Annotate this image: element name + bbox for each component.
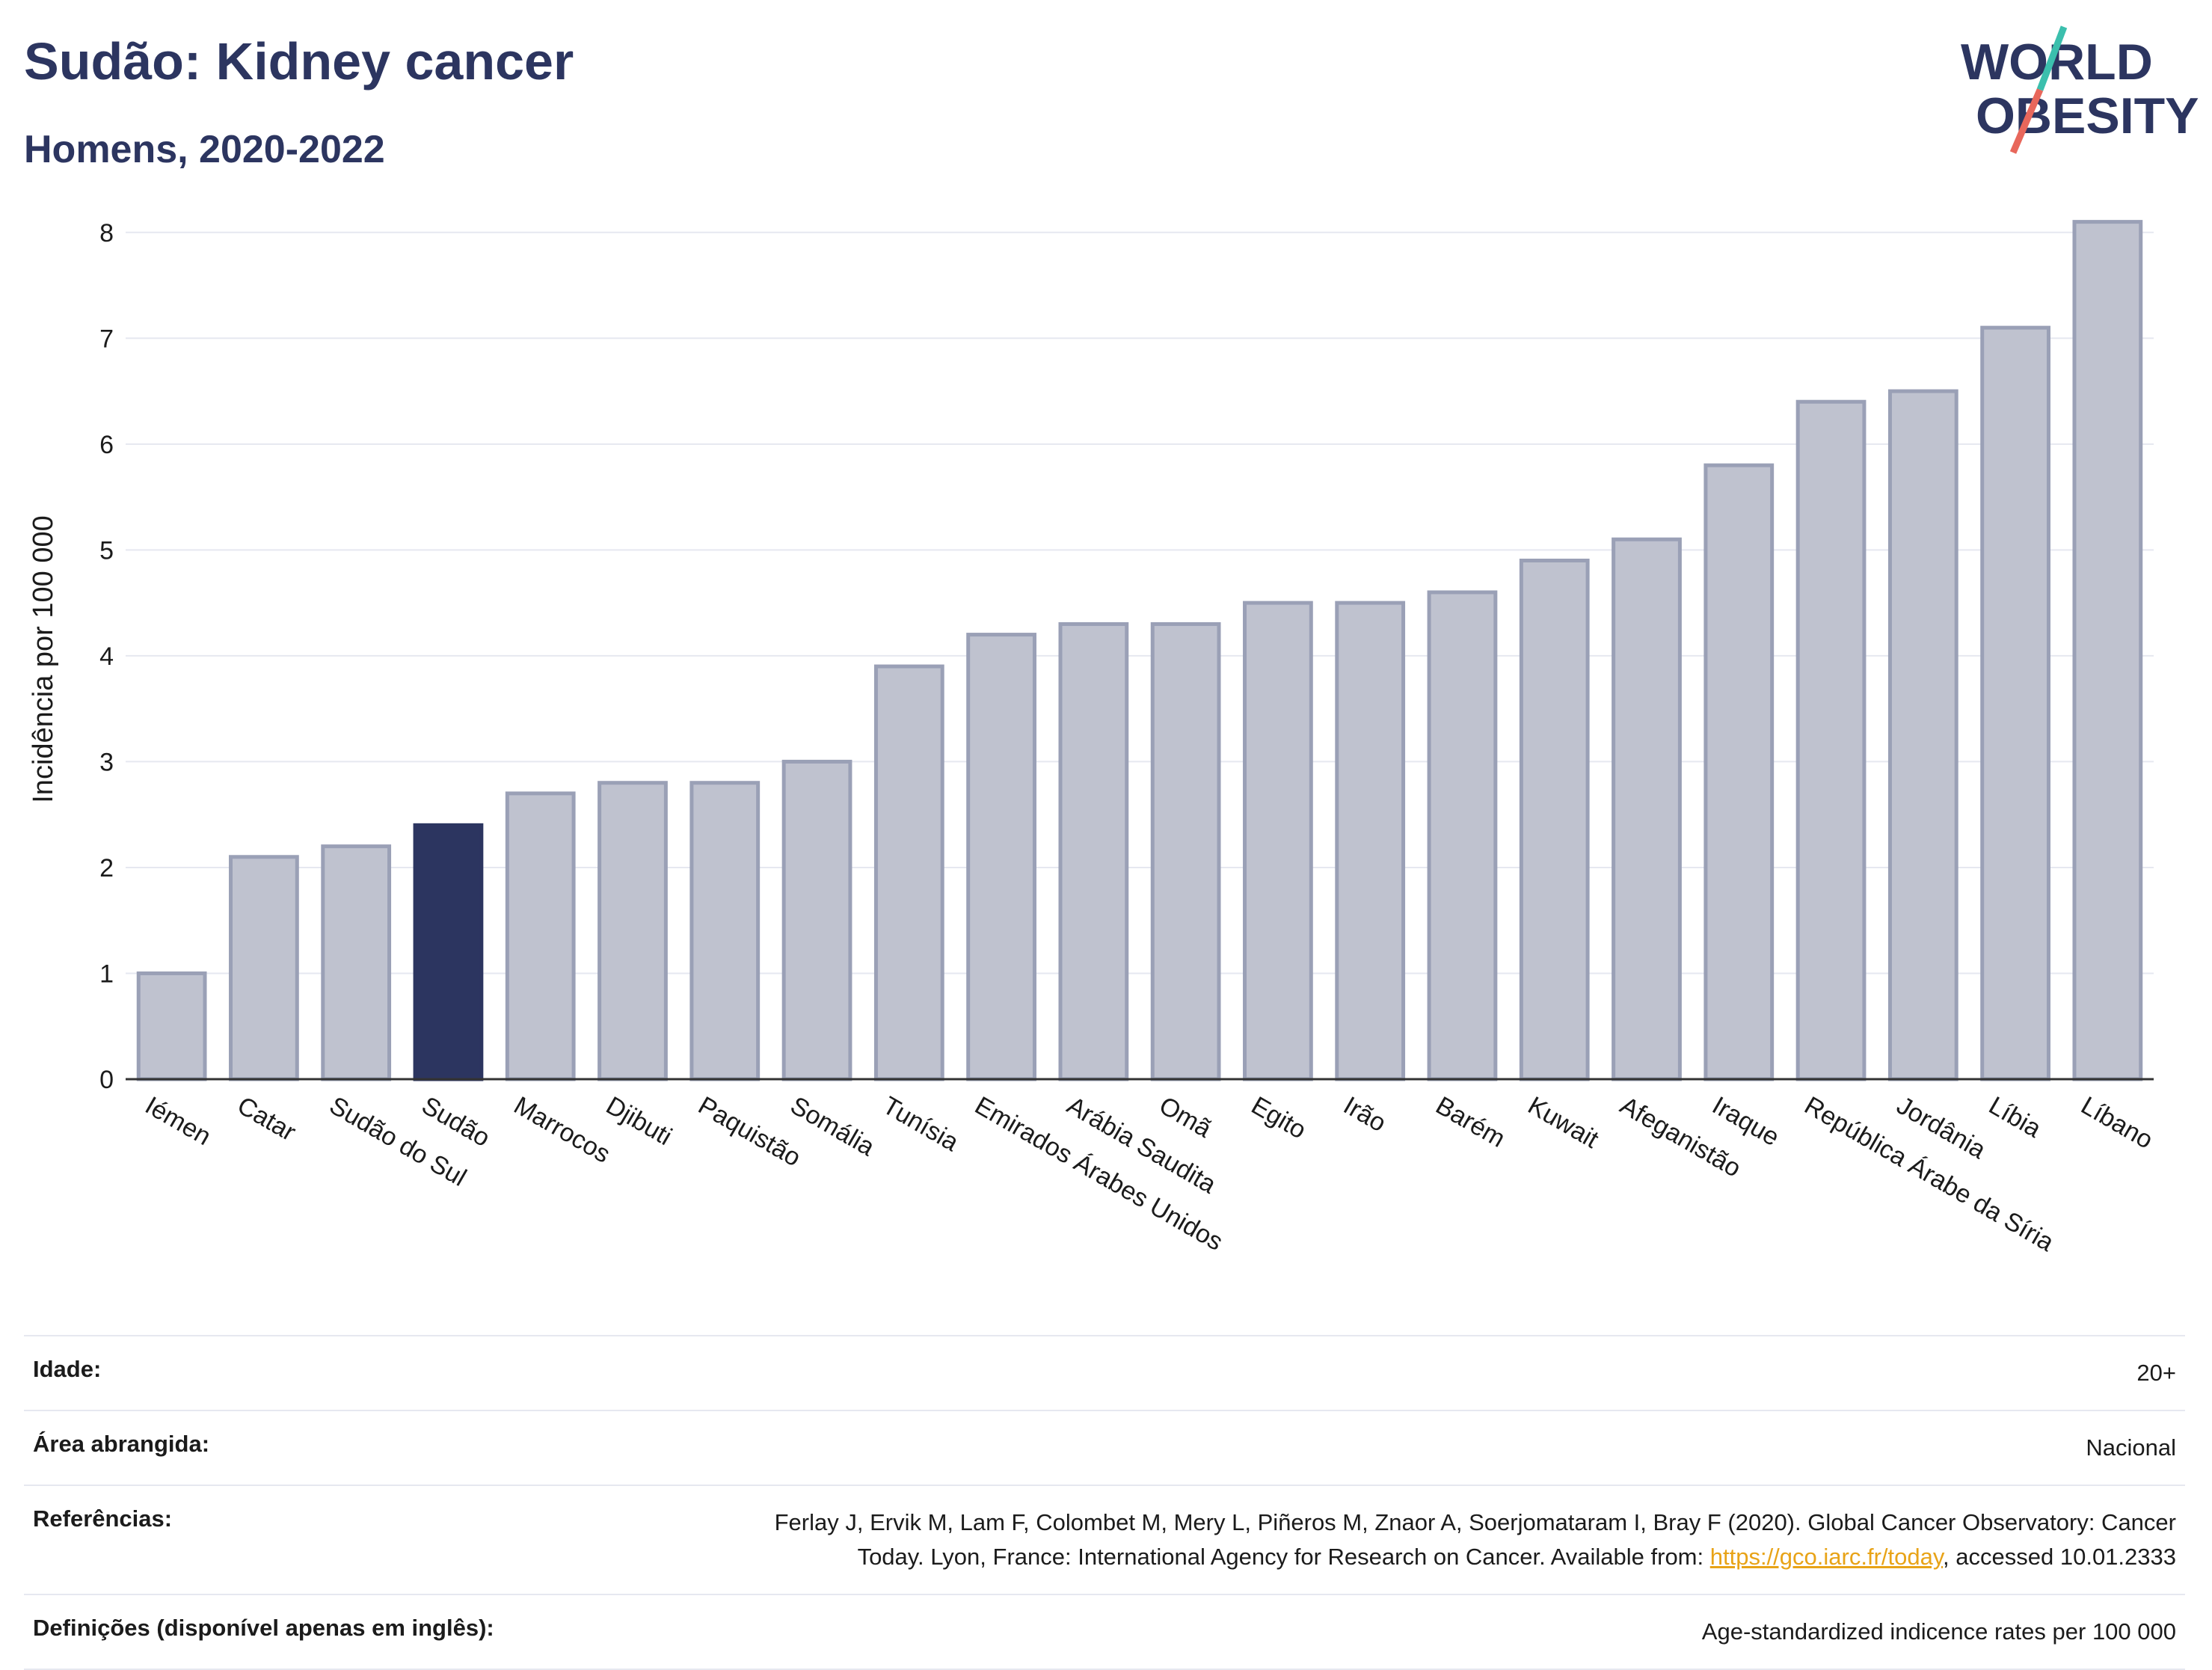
bar-5: [597, 781, 668, 1081]
age-value: 20+: [2136, 1360, 2176, 1386]
bar-21: [2072, 220, 2143, 1081]
bar-17: [1703, 463, 1775, 1081]
logo-slash-red: [2009, 88, 2044, 154]
area-value: Nacional: [2086, 1434, 2176, 1461]
references-text-line1: Ferlay J, Ervik M, Lam F, Colombet M, Me…: [774, 1509, 2176, 1535]
bar-3: [413, 823, 484, 1081]
x-tick-label: Kuwait: [1523, 1091, 1604, 1154]
x-tick-label: Marrocos: [509, 1091, 615, 1169]
x-tick-label: Omã: [1155, 1091, 1217, 1143]
age-label: Idade:: [33, 1356, 102, 1382]
bar-16: [1612, 537, 1682, 1081]
bar-9: [966, 633, 1036, 1081]
x-tick-label: Paquistão: [693, 1091, 805, 1173]
y-tick-label: 7: [99, 325, 114, 353]
y-tick-label: 2: [99, 854, 114, 882]
bar-18: [1795, 399, 1867, 1081]
logo-slash-teal: [2036, 25, 2068, 91]
bar-20: [1980, 325, 2050, 1081]
logo-line2: OBESITY: [1976, 88, 2199, 144]
x-tick-label: Iémen: [141, 1091, 216, 1151]
bar-10: [1058, 621, 1129, 1081]
references-text-line2: Today. Lyon, France: International Agenc…: [857, 1544, 1710, 1570]
references-accessed: , accessed 10.01.2333: [1943, 1544, 2176, 1570]
y-tick-label: 8: [99, 219, 114, 248]
bars: [136, 220, 2143, 1081]
y-tick-label: 6: [99, 431, 114, 459]
y-tick-label: 1: [99, 960, 114, 988]
y-tick-label: 4: [99, 642, 114, 671]
area-label: Área abrangida:: [33, 1431, 210, 1457]
x-tick-label: Tunísia: [878, 1091, 964, 1157]
references-value: Ferlay J, Ervik M, Lam F, Colombet M, Me…: [569, 1485, 2185, 1594]
bar-19: [1887, 389, 1958, 1081]
x-tick-label: Líbia: [1984, 1091, 2046, 1143]
references-link[interactable]: https://gco.iarc.fr/today: [1709, 1544, 1944, 1570]
bar-15: [1519, 559, 1590, 1081]
y-tick-label: 5: [99, 536, 114, 565]
info-row-area: Área abrangida: Nacional: [24, 1410, 2185, 1485]
y-tick-label: 3: [99, 748, 114, 776]
info-row-definitions: Definições (disponível apenas em inglês)…: [24, 1594, 2185, 1669]
info-row-references: Referências: Ferlay J, Ervik M, Lam F, C…: [24, 1485, 2185, 1594]
info-row-age: Idade: 20+: [24, 1336, 2185, 1410]
chart-title: Sudão: Kidney cancer: [24, 32, 574, 90]
bar-8: [873, 664, 944, 1081]
bar-4: [505, 791, 576, 1081]
y-tick-label: 0: [99, 1066, 114, 1094]
world-obesity-logo: WORLD OBESITY: [1961, 25, 2199, 154]
x-tick-label: Egito: [1247, 1091, 1311, 1145]
x-tick-label: Líbano: [2076, 1091, 2157, 1155]
bar-11: [1150, 621, 1221, 1081]
info-table: Idade: 20+ Área abrangida: Nacional Refe…: [24, 1335, 2185, 1670]
definitions-label: Definições (disponível apenas em inglês)…: [33, 1615, 494, 1641]
chart-subtitle: Homens, 2020-2022: [24, 128, 385, 171]
y-axis-ticks: 0 1 2 3 4 5 6 7 8: [99, 219, 114, 1094]
bar-14: [1427, 590, 1498, 1081]
references-label: Referências:: [33, 1505, 173, 1532]
bar-7: [781, 759, 852, 1081]
y-axis-label: Incidência por 100 000: [28, 515, 59, 803]
bar-1: [229, 855, 299, 1081]
definitions-value: Age-standardized indicence rates per 100…: [1701, 1618, 2176, 1645]
bar-0: [136, 971, 207, 1081]
x-tick-label: Barém: [1431, 1091, 1510, 1153]
x-tick-label: Catar: [233, 1091, 301, 1146]
bar-13: [1335, 601, 1406, 1081]
bar-12: [1243, 601, 1313, 1081]
bar-2: [321, 844, 392, 1081]
bar-6: [689, 781, 761, 1081]
x-tick-label: Irão: [1339, 1091, 1391, 1138]
